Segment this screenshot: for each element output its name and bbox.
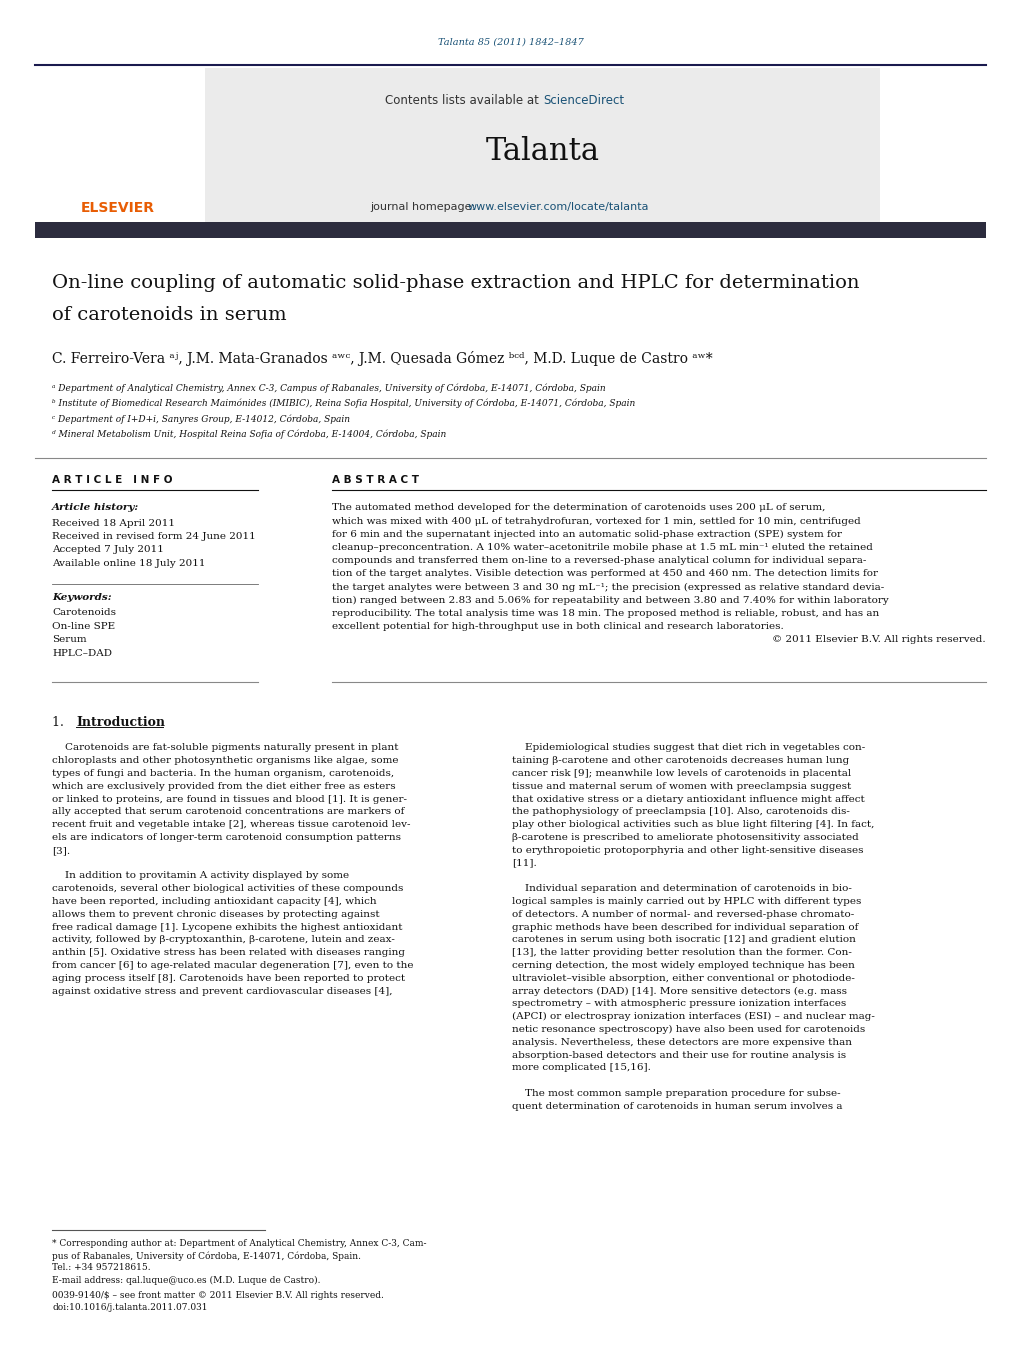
Text: more complicated [15,16].: more complicated [15,16]. [512,1063,650,1073]
Text: activity, followed by β-cryptoxanthin, β-carotene, lutein and zeax-: activity, followed by β-cryptoxanthin, β… [52,935,395,944]
Text: HPLC–DAD: HPLC–DAD [52,648,112,658]
Text: Introduction: Introduction [76,716,165,728]
Text: netic resonance spectroscopy) have also been used for carotenoids: netic resonance spectroscopy) have also … [512,1025,865,1034]
Text: ᵇ Institute of Biomedical Research Maimónides (IMIBIC), Reina Sofia Hospital, Un: ᵇ Institute of Biomedical Research Maimó… [52,399,635,408]
Text: analysis. Nevertheless, these detectors are more expensive than: analysis. Nevertheless, these detectors … [512,1038,852,1047]
Text: cerning detection, the most widely employed technique has been: cerning detection, the most widely emplo… [512,961,855,970]
Text: pus of Rabanales, University of Córdoba, E-14071, Córdoba, Spain.: pus of Rabanales, University of Córdoba,… [52,1251,361,1260]
Text: journal homepage:: journal homepage: [370,203,479,212]
Text: [13], the latter providing better resolution than the former. Con-: [13], the latter providing better resolu… [512,948,852,958]
Text: On-line SPE: On-line SPE [52,621,115,631]
Text: have been reported, including antioxidant capacity [4], which: have been reported, including antioxidan… [52,897,377,907]
Text: 0039-9140/$ – see front matter © 2011 Elsevier B.V. All rights reserved.: 0039-9140/$ – see front matter © 2011 El… [52,1290,384,1300]
Text: Individual separation and determination of carotenoids in bio-: Individual separation and determination … [512,885,852,893]
Text: tissue and maternal serum of women with preeclampsia suggest: tissue and maternal serum of women with … [512,782,852,790]
Text: carotenoids, several other biological activities of these compounds: carotenoids, several other biological ac… [52,885,403,893]
Text: ScienceDirect: ScienceDirect [543,93,624,107]
Text: ᵈ Mineral Metabolism Unit, Hospital Reina Sofia of Córdoba, E-14004, Córdoba, Sp: ᵈ Mineral Metabolism Unit, Hospital Rein… [52,430,446,439]
Text: Received in revised form 24 June 2011: Received in revised form 24 June 2011 [52,532,255,540]
Text: logical samples is mainly carried out by HPLC with different types: logical samples is mainly carried out by… [512,897,862,907]
Text: of carotenoids in serum: of carotenoids in serum [52,305,287,324]
Text: aging process itself [8]. Carotenoids have been reported to protect: aging process itself [8]. Carotenoids ha… [52,974,405,984]
Text: recent fruit and vegetable intake [2], whereas tissue carotenoid lev-: recent fruit and vegetable intake [2], w… [52,820,410,830]
Text: for 6 min and the supernatant injected into an automatic solid-phase extraction : for 6 min and the supernatant injected i… [332,530,842,539]
Text: which are exclusively provided from the diet either free as esters: which are exclusively provided from the … [52,782,395,790]
Text: Serum: Serum [52,635,87,644]
Text: cleanup–preconcentration. A 10% water–acetonitrile mobile phase at 1.5 mL min⁻¹ : cleanup–preconcentration. A 10% water–ac… [332,543,873,553]
Text: Carotenoids: Carotenoids [52,608,116,617]
Text: © 2011 Elsevier B.V. All rights reserved.: © 2011 Elsevier B.V. All rights reserved… [772,635,986,644]
Text: anthin [5]. Oxidative stress has been related with diseases ranging: anthin [5]. Oxidative stress has been re… [52,948,405,958]
Text: that oxidative stress or a dietary antioxidant influence might affect: that oxidative stress or a dietary antio… [512,794,865,804]
Text: quent determination of carotenoids in human serum involves a: quent determination of carotenoids in hu… [512,1102,842,1111]
Text: free radical damage [1]. Lycopene exhibits the highest antioxidant: free radical damage [1]. Lycopene exhibi… [52,923,402,932]
Text: from cancer [6] to age-related macular degeneration [7], even to the: from cancer [6] to age-related macular d… [52,961,414,970]
Text: (APCI) or electrospray ionization interfaces (ESI) – and nuclear mag-: (APCI) or electrospray ionization interf… [512,1012,875,1021]
Text: In addition to provitamin A activity displayed by some: In addition to provitamin A activity dis… [52,871,349,881]
Text: types of fungi and bacteria. In the human organism, carotenoids,: types of fungi and bacteria. In the huma… [52,769,394,778]
Text: [3].: [3]. [52,846,70,855]
Text: A B S T R A C T: A B S T R A C T [332,476,419,485]
Text: 1.: 1. [52,716,71,728]
Text: the pathophysiology of preeclampsia [10]. Also, carotenoids dis-: the pathophysiology of preeclampsia [10]… [512,808,849,816]
Text: graphic methods have been described for individual separation of: graphic methods have been described for … [512,923,859,932]
Text: ᶜ Department of I+D+i, Sanyres Group, E-14012, Córdoba, Spain: ᶜ Department of I+D+i, Sanyres Group, E-… [52,415,350,424]
Text: chloroplasts and other photosynthetic organisms like algae, some: chloroplasts and other photosynthetic or… [52,757,398,765]
Text: cancer risk [9]; meanwhile low levels of carotenoids in placental: cancer risk [9]; meanwhile low levels of… [512,769,852,778]
Text: of detectors. A number of normal- and reversed-phase chromato-: of detectors. A number of normal- and re… [512,911,855,919]
Text: Available online 18 July 2011: Available online 18 July 2011 [52,559,205,567]
Text: compounds and transferred them on-line to a reversed-phase analytical column for: compounds and transferred them on-line t… [332,557,867,565]
Text: C. Ferreiro-Vera ᵃʲ, J.M. Mata-Granados ᵃʷᶜ, J.M. Quesada Gómez ᵇᶜᵈ, M.D. Luque : C. Ferreiro-Vera ᵃʲ, J.M. Mata-Granados … [52,350,713,366]
Text: array detectors (DAD) [14]. More sensitive detectors (e.g. mass: array detectors (DAD) [14]. More sensiti… [512,986,847,996]
Text: excellent potential for high-throughput use in both clinical and research labora: excellent potential for high-throughput … [332,623,784,631]
Text: tion) ranged between 2.83 and 5.06% for repeatability and between 3.80 and 7.40%: tion) ranged between 2.83 and 5.06% for … [332,596,888,605]
Text: carotenes in serum using both isocratic [12] and gradient elution: carotenes in serum using both isocratic … [512,935,856,944]
Text: Talanta 85 (2011) 1842–1847: Talanta 85 (2011) 1842–1847 [438,38,583,46]
Text: Contents lists available at: Contents lists available at [385,93,543,107]
Text: Received 18 April 2011: Received 18 April 2011 [52,519,175,527]
Text: spectrometry – with atmospheric pressure ionization interfaces: spectrometry – with atmospheric pressure… [512,1000,846,1008]
Text: play other biological activities such as blue light filtering [4]. In fact,: play other biological activities such as… [512,820,874,830]
Text: Keywords:: Keywords: [52,593,111,603]
Text: ᵃ Department of Analytical Chemistry, Annex C-3, Campus of Rabanales, University: ᵃ Department of Analytical Chemistry, An… [52,384,605,393]
Text: Article history:: Article history: [52,504,139,512]
Text: or linked to proteins, are found in tissues and blood [1]. It is gener-: or linked to proteins, are found in tiss… [52,794,407,804]
Text: ultraviolet–visible absorption, either conventional or photodiode-: ultraviolet–visible absorption, either c… [512,974,855,984]
Text: * Corresponding author at: Department of Analytical Chemistry, Annex C-3, Cam-: * Corresponding author at: Department of… [52,1239,427,1248]
Text: tion of the target analytes. Visible detection was performed at 450 and 460 nm. : tion of the target analytes. Visible det… [332,570,878,578]
Text: taining β-carotene and other carotenoids decreases human lung: taining β-carotene and other carotenoids… [512,757,849,765]
Text: [11].: [11]. [512,859,537,867]
Text: against oxidative stress and prevent cardiovascular diseases [4],: against oxidative stress and prevent car… [52,986,392,996]
Text: els are indicators of longer-term carotenoid consumption patterns: els are indicators of longer-term carote… [52,834,401,842]
Bar [205,68,880,222]
Text: β-carotene is prescribed to ameliorate photosensitivity associated: β-carotene is prescribed to ameliorate p… [512,834,859,842]
Text: Tel.: +34 957218615.: Tel.: +34 957218615. [52,1263,151,1273]
Text: to erythropoietic protoporphyria and other light-sensitive diseases: to erythropoietic protoporphyria and oth… [512,846,864,855]
Text: www.elsevier.com/locate/talanta: www.elsevier.com/locate/talanta [468,203,649,212]
Text: reproducibility. The total analysis time was 18 min. The proposed method is reli: reproducibility. The total analysis time… [332,609,879,619]
Text: The automated method developed for the determination of carotenoids uses 200 μL : The automated method developed for the d… [332,504,825,512]
Text: Talanta: Talanta [486,136,600,168]
Text: The most common sample preparation procedure for subse-: The most common sample preparation proce… [512,1089,840,1098]
Text: the target analytes were between 3 and 30 ng mL⁻¹; the precision (expressed as r: the target analytes were between 3 and 3… [332,582,884,592]
Text: which was mixed with 400 μL of tetrahydrofuran, vortexed for 1 min, settled for : which was mixed with 400 μL of tetrahydr… [332,516,861,526]
Text: doi:10.1016/j.talanta.2011.07.031: doi:10.1016/j.talanta.2011.07.031 [52,1304,207,1313]
Bar [35,222,986,238]
Text: A R T I C L E   I N F O: A R T I C L E I N F O [52,476,173,485]
Text: allows them to prevent chronic diseases by protecting against: allows them to prevent chronic diseases … [52,911,380,919]
Text: On-line coupling of automatic solid-phase extraction and HPLC for determination: On-line coupling of automatic solid-phas… [52,274,860,292]
Text: ELSEVIER: ELSEVIER [81,201,155,215]
Text: E-mail address: qal.luque@uco.es (M.D. Luque de Castro).: E-mail address: qal.luque@uco.es (M.D. L… [52,1275,321,1285]
Text: Carotenoids are fat-soluble pigments naturally present in plant: Carotenoids are fat-soluble pigments nat… [52,743,398,753]
Text: ally accepted that serum carotenoid concentrations are markers of: ally accepted that serum carotenoid conc… [52,808,404,816]
Text: Epidemiological studies suggest that diet rich in vegetables con-: Epidemiological studies suggest that die… [512,743,865,753]
Text: Accepted 7 July 2011: Accepted 7 July 2011 [52,546,164,554]
Text: absorption-based detectors and their use for routine analysis is: absorption-based detectors and their use… [512,1051,846,1059]
